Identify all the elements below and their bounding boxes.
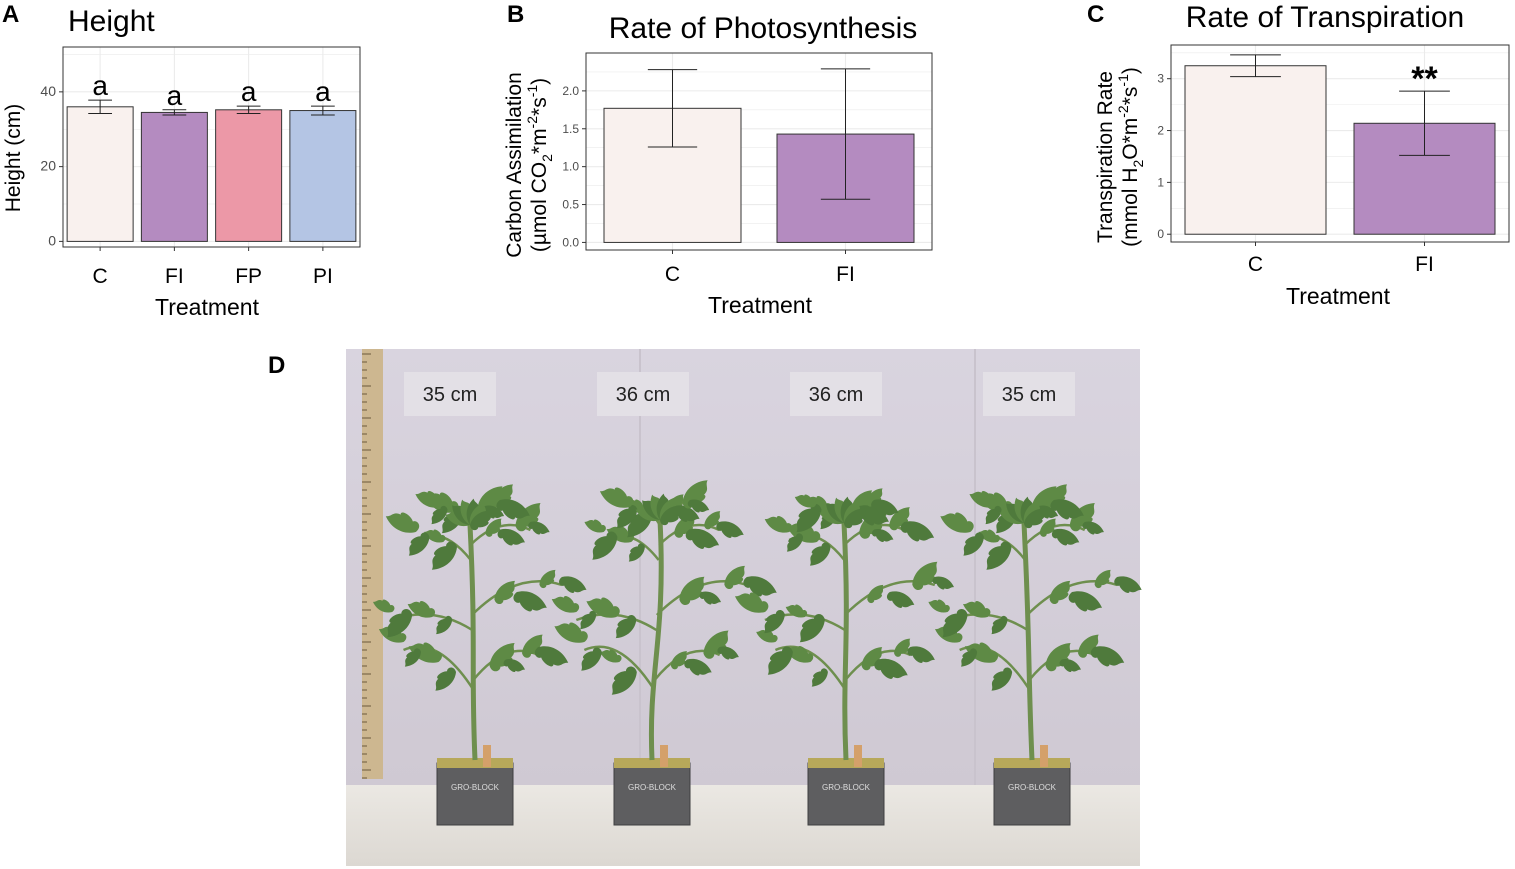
y-tick-label: 20	[40, 158, 56, 174]
y-tick-label: 0.5	[562, 198, 579, 212]
stem	[1021, 522, 1035, 761]
y-tick-label: 1	[1157, 175, 1164, 189]
soil-top	[437, 758, 513, 768]
chart-a-title: Height	[68, 5, 155, 38]
bar	[289, 110, 357, 242]
grow-block-pot	[613, 762, 691, 826]
stem	[648, 519, 664, 761]
height-label-3: 36 cm	[790, 372, 882, 416]
grow-block-pot	[436, 762, 514, 826]
x-category-label: C	[93, 265, 108, 288]
branch	[583, 645, 656, 691]
tomato-plant: GRO-BLOCK	[549, 476, 780, 826]
stem	[467, 524, 478, 761]
x-category-label: C	[665, 263, 680, 286]
letter-annotation: a	[167, 80, 183, 111]
photosynthesis-chart: Rate of Photosynthesis Treatment Carbon …	[503, 12, 933, 318]
soil-top	[808, 758, 884, 768]
panel-label-a: A	[2, 1, 19, 28]
x-category-label: FP	[235, 265, 262, 288]
stem	[841, 522, 849, 761]
chart-b-y-title-line1: Carbon Assimilation	[503, 72, 526, 258]
bar	[66, 106, 134, 242]
y-tick-label: 2	[1157, 124, 1164, 138]
height-label-1-text: 35 cm	[423, 384, 477, 406]
significance-marker: **	[1411, 60, 1438, 98]
tomato-plant: GRO-BLOCK	[371, 481, 589, 826]
chart-c-title: Rate of Transpiration	[1186, 1, 1464, 34]
chart-a-y-title: Height (cm)	[2, 104, 25, 213]
plant-tag	[1040, 745, 1048, 767]
y-tick-label: 0	[1157, 227, 1164, 241]
plant-tag	[854, 745, 862, 767]
plot-border	[585, 52, 933, 251]
letter-annotation: a	[315, 76, 331, 107]
chart-a-x-title: Treatment	[155, 294, 260, 320]
grow-block-pot	[807, 762, 885, 826]
y-tick-label: 0.0	[562, 235, 579, 249]
y-tick-label: 3	[1157, 72, 1164, 86]
y-tick-label: 2.0	[562, 84, 579, 98]
pot-label: GRO-BLOCK	[1008, 783, 1057, 792]
letter-annotation: a	[92, 70, 108, 101]
chart-c-x-title: Treatment	[1286, 283, 1391, 309]
height-label-2: 36 cm	[597, 372, 689, 416]
pot-label: GRO-BLOCK	[822, 783, 871, 792]
tomato-plant: GRO-BLOCK	[926, 481, 1144, 826]
plant-photograph: GRO-BLOCK GRO-BLOCK GRO-BLOCK GRO-BLOCK 35 …	[346, 349, 1144, 866]
branch	[774, 645, 847, 691]
letter-annotation: a	[241, 76, 257, 107]
y-tick-label: 40	[40, 83, 56, 99]
tomato-plant: GRO-BLOCK	[732, 486, 956, 826]
panel-label-d: D	[268, 352, 285, 379]
grow-block-pot	[993, 762, 1071, 826]
x-category-label: FI	[165, 265, 184, 288]
height-chart: Height Treatment Height (cm) 0 20 40 Ca FI a F…	[2, 5, 361, 320]
chart-b-x-title: Treatment	[708, 292, 813, 318]
x-category-label: C	[1248, 253, 1263, 276]
y-tick-label: 1.5	[562, 122, 579, 136]
soil-top	[614, 758, 690, 768]
height-label-3-text: 36 cm	[809, 384, 863, 406]
ruler	[362, 349, 383, 779]
y-tick-label: 0	[48, 232, 56, 248]
height-label-2-text: 36 cm	[616, 384, 670, 406]
plant-tag	[483, 745, 491, 767]
panel-label-b: B	[507, 1, 524, 28]
height-label-4-text: 35 cm	[1002, 384, 1056, 406]
plant-tag	[660, 745, 668, 767]
pot-label: GRO-BLOCK	[451, 783, 500, 792]
chart-b-title: Rate of Photosynthesis	[609, 12, 918, 45]
x-category-label: FI	[1415, 253, 1434, 276]
plot-border	[62, 46, 361, 248]
height-label-4: 35 cm	[983, 372, 1075, 416]
bar	[1184, 65, 1327, 235]
soil-top	[994, 758, 1070, 768]
pot-label: GRO-BLOCK	[628, 783, 677, 792]
plot-border	[1170, 44, 1510, 243]
y-tick-label: 1.0	[562, 160, 579, 174]
panel-label-c: C	[1087, 1, 1104, 28]
chart-c-y-title-line1: Transpiration Rate	[1094, 71, 1117, 243]
x-category-label: FI	[836, 263, 855, 286]
bar	[215, 109, 283, 242]
x-category-label: PI	[313, 265, 333, 288]
bar	[140, 111, 208, 242]
chart-b-y-title-line2: (µmol CO2*m-2*s-1)	[524, 78, 555, 252]
transpiration-chart: Rate of Transpiration Treatment Transpir…	[1094, 1, 1510, 309]
height-label-1: 35 cm	[404, 372, 496, 416]
chart-c-y-title-line2: (mmol H2O*m-2*s-1)	[1115, 67, 1146, 247]
